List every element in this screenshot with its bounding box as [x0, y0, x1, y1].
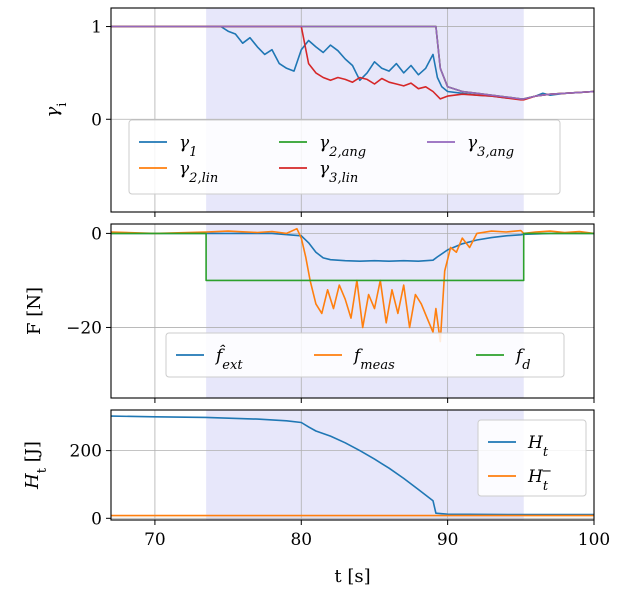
y-tick-label: 0: [91, 224, 102, 244]
legend-label: γ3,lin: [319, 159, 358, 186]
axes-frame: [110, 7, 595, 213]
x-axis-label: t [s]: [334, 566, 370, 587]
legend-label: γ2,lin: [179, 159, 218, 186]
x-tick-label: 90: [437, 530, 459, 550]
axes-frame: [110, 223, 595, 399]
y-tick-label: 0: [91, 110, 102, 130]
legend-box: [477, 419, 587, 497]
legend-label: Ht−: [527, 464, 552, 494]
y-axis-label: Ht [J]: [22, 441, 50, 490]
legend-label: Ht: [527, 433, 549, 460]
legend-label: fmeas: [352, 346, 395, 373]
legend-box: [128, 119, 561, 195]
y-axis-label: F [N]: [24, 287, 45, 335]
legend-label: γ2,ang: [319, 133, 366, 160]
series-line-gamma-4: [111, 25, 594, 100]
legend-label: f̂ext: [214, 345, 243, 372]
panel-energy: 70 80 90 100 0 200 Ht [J] t [s] Ht Ht−: [22, 409, 610, 587]
y-axis-label: γi: [42, 103, 70, 118]
legend: f̂ext fmeas fd: [165, 332, 565, 378]
x-tick-label: 100: [578, 530, 610, 550]
legend-label: γ1: [179, 133, 197, 160]
series-line-force-1: [111, 227, 594, 343]
legend-label: γ3,ang: [467, 133, 514, 160]
series-line-energy-0: [111, 415, 594, 516]
shaded-region: [206, 410, 524, 520]
x-tick-label: 70: [144, 530, 166, 550]
series-line-force-2: [111, 232, 594, 282]
x-tick-label: 80: [290, 530, 312, 550]
y-tick-label: 200: [70, 442, 102, 462]
legend: Ht Ht−: [477, 419, 587, 497]
series-line-gamma-3: [111, 25, 594, 101]
y-tick-label: 0: [91, 509, 102, 529]
axes-frame: [110, 409, 595, 521]
y-tick-label: −20: [66, 318, 102, 338]
legend-label: fd: [514, 346, 531, 373]
y-tick-label: 1: [91, 18, 102, 38]
panel-force: 0 −20 F [N] f̂ext fmeas fd: [24, 223, 595, 403]
legend-box: [165, 332, 565, 378]
